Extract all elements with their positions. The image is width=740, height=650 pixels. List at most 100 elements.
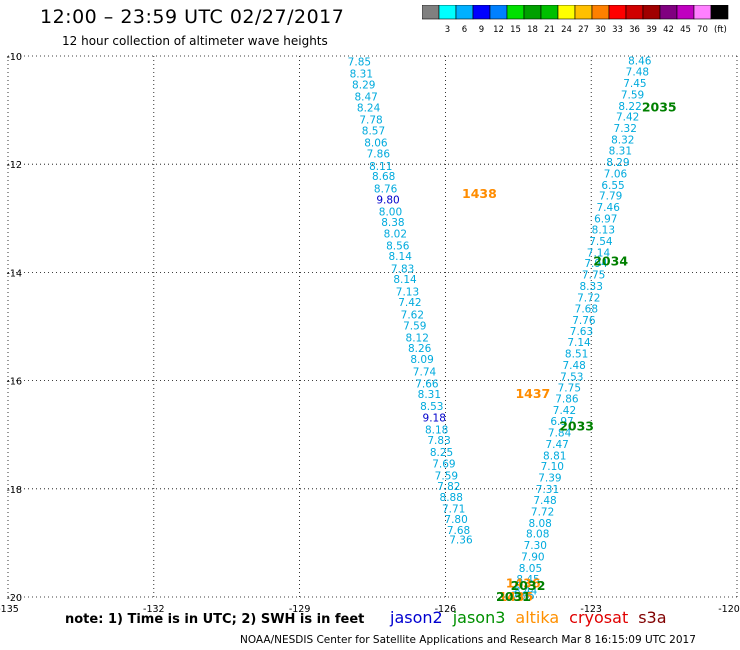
pass-time-label: 1435 [498, 589, 533, 604]
wave-height-value: 8.51 [565, 349, 588, 361]
wave-height-value: 8.56 [386, 240, 410, 252]
color-scale-legend: 3 6 9 12 15 18 21 24 27 30 33 36 39 42 45 70 (ft) [422, 5, 729, 35]
wave-height-value: 7.76 [572, 315, 596, 327]
wave-height-value: 7.71 [442, 503, 465, 515]
wave-height-value: 7.46 [597, 202, 621, 214]
wave-height-value: 7.72 [577, 292, 600, 304]
wave-height-value: 8.47 [354, 92, 377, 104]
wave-height-value: 7.48 [533, 495, 556, 507]
legend-tick-label: 6 [462, 25, 467, 35]
wave-height-value: 7.75 [582, 270, 605, 282]
wave-height-value: 8.02 [384, 228, 407, 240]
wave-height-value: 7.68 [575, 304, 598, 316]
wave-height-value: 7.39 [538, 472, 561, 484]
lat-tick-label: -18 [6, 485, 22, 496]
wave-height-value: 7.53 [560, 371, 583, 383]
wave-height-value: 8.88 [440, 492, 463, 504]
pass-time-label: 2033 [559, 419, 594, 434]
satellite-legend: jason2 jason3 altika cryosat s3a [390, 608, 677, 627]
legend-tick-label: 24 [561, 25, 572, 35]
wave-height-value: 7.42 [398, 297, 421, 309]
pass-time-label: 1438 [462, 186, 497, 201]
pass-time-label: 2031 [496, 589, 531, 604]
legend-tick-label: 9 [479, 25, 484, 35]
pass-time-label: 1437 [515, 386, 550, 401]
legend-tick-label: 42 [663, 25, 674, 35]
wave-height-value: 7.54 [589, 236, 613, 248]
wave-height-value: 8.32 [611, 134, 634, 146]
wave-height-value: 9.80 [376, 194, 399, 206]
wave-height-value: 7.47 [545, 439, 568, 451]
wave-height-value: 7.79 [599, 191, 622, 203]
wave-height-value: 7.06 [604, 168, 628, 180]
wave-height-value: 8.06 [364, 138, 388, 150]
wave-height-value: 7.42 [553, 405, 576, 417]
pass-time-label: 1436 [506, 575, 541, 590]
wave-height-value: 7.82 [437, 481, 460, 493]
legend-tick-label: 39 [646, 25, 657, 35]
wave-height-value: 7.59 [435, 470, 458, 482]
wave-height-value: 8.00 [379, 206, 402, 218]
wave-height-value: 7.48 [562, 360, 585, 372]
wave-height-value: 8.09 [410, 354, 433, 366]
wave-height-value: 8.13 [592, 225, 615, 237]
legend-tick-label: 12 [493, 25, 504, 35]
wave-height-value: 8.44 [514, 586, 538, 598]
wave-height-value: 8.53 [420, 401, 443, 413]
wave-height-value: 7.30 [524, 540, 547, 552]
wave-height-value: 7.86 [367, 148, 391, 160]
wave-height-value: 7.36 [449, 535, 473, 547]
wave-height-value: 8.57 [362, 126, 385, 138]
wave-height-value: 7.86 [555, 393, 579, 405]
wave-height-value: 7.66 [415, 378, 439, 390]
wave-height-value: 8.31 [609, 146, 632, 158]
lon-tick-label: -123 [580, 604, 602, 615]
wave-height-value: 8.38 [381, 217, 404, 229]
wave-height-value: 8.81 [543, 450, 566, 462]
wave-height-value: 7.80 [444, 514, 467, 526]
wave-height-value: 7.14 [587, 247, 611, 259]
wave-height-value: 8.18 [425, 424, 448, 436]
wave-height-value: 7.59 [403, 320, 426, 332]
wave-height-value: 7.78 [359, 114, 382, 126]
legend-tick-label: 36 [629, 25, 640, 35]
wave-height-value: 8.08 [528, 518, 551, 530]
wave-height-value: 7.74 [413, 366, 437, 378]
wave-height-value: 8.46 [628, 55, 652, 67]
wave-height-value: 7.42 [616, 112, 639, 124]
pass-time-label: 2034 [593, 254, 628, 269]
wave-height-value: 8.25 [430, 447, 453, 459]
wave-height-value: 9.18 [423, 412, 446, 424]
wave-height-value: 7.13 [396, 286, 419, 298]
wave-height-value: 8.31 [350, 68, 373, 80]
wave-height-value: 7.85 [511, 590, 534, 602]
wave-height-value: 6.97 [594, 213, 617, 225]
wave-height-value: 6.97 [550, 416, 573, 428]
wave-height-value: 7.45 [623, 78, 646, 90]
page-subtitle: 12 hour collection of altimeter wave hei… [62, 34, 328, 48]
footer-note: note: 1) Time is in UTC; 2) SWH is in fe… [65, 612, 365, 627]
lon-tick-label: -132 [143, 604, 165, 615]
legend-unit: (ft) [714, 25, 727, 35]
page-title: 12:00 – 23:59 UTC 02/27/2017 [40, 6, 345, 28]
legend-tick-label: 18 [527, 25, 538, 35]
lon-tick-label: -120 [718, 604, 740, 615]
wave-height-value: 8.11 [369, 161, 392, 173]
wave-height-value: 8.33 [580, 281, 603, 293]
wave-height-value: 7.31 [536, 484, 559, 496]
wave-height-value: 8.22 [618, 101, 641, 113]
wave-height-value: 8.24 [357, 102, 381, 114]
wave-height-value: 7.32 [614, 123, 637, 135]
wave-height-value: 7.69 [432, 458, 455, 470]
legend-tick-label: 15 [510, 25, 521, 35]
wave-height-value: 8.29 [352, 80, 375, 92]
wave-height-value: 8.31 [418, 389, 441, 401]
wave-height-value: 6.55 [601, 180, 624, 192]
wave-height-value: 7.85 [348, 56, 371, 68]
lat-tick-label: -14 [6, 268, 22, 279]
wave-height-value: 7.62 [401, 310, 424, 322]
lat-tick-label: -12 [6, 160, 22, 171]
legend-tick-label: 45 [680, 25, 691, 35]
wave-height-value: 7.75 [558, 383, 581, 395]
